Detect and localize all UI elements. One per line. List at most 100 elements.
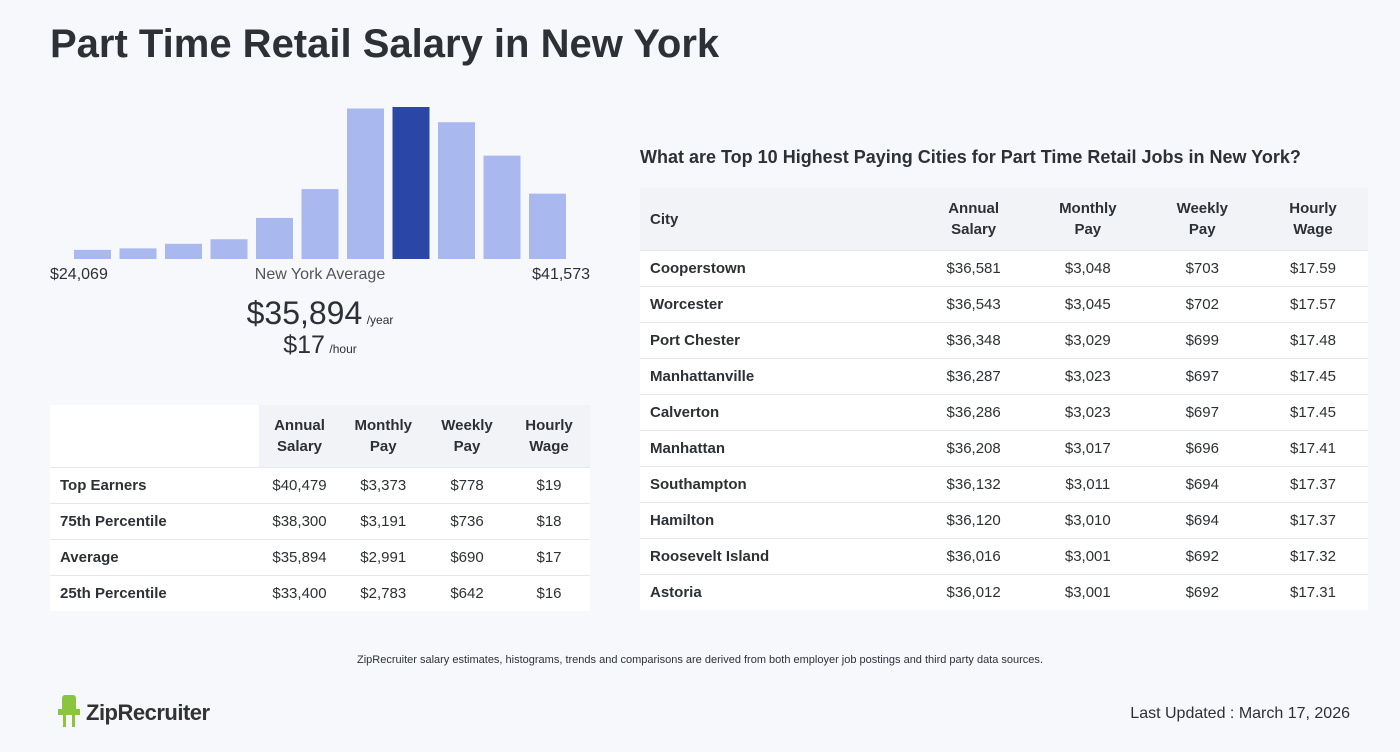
table-cell: $692 [1146, 538, 1258, 575]
table-row: Port Chester $36,348 $3,029 $699 $17.48 [640, 322, 1368, 359]
table-cell: $3,010 [1029, 502, 1147, 539]
table-cell: $36,348 [918, 322, 1030, 359]
histogram [74, 107, 566, 259]
table-cell: $17.41 [1258, 430, 1368, 467]
table-cell: Astoria [640, 574, 919, 610]
table-cell: $36,543 [918, 286, 1030, 323]
table-cell: $17.48 [1258, 322, 1368, 359]
table-cell: $697 [1146, 358, 1258, 395]
table-row: 75th Percentile $38,300 $3,191 $736 $18 [50, 503, 590, 540]
header-cell: Annual Salary [918, 188, 1030, 251]
table-row: 25th Percentile $33,400 $2,783 $642 $16 [50, 575, 590, 611]
header-row: City Annual Salary Monthly Pay Weekly Pay Ho… [640, 188, 1368, 251]
footer-note: ZipRecruiter salary estimates, histogram… [357, 654, 1043, 666]
cities-title: What are Top 10 Highest Paying Cities fo… [640, 147, 1301, 167]
center-label: New York Average [254, 266, 386, 283]
header-cell: Hourly Wage [508, 405, 590, 468]
table-cell: Manhattanville [640, 358, 919, 395]
table-cell: Manhattan [640, 430, 919, 467]
hourly-value: $17 [283, 331, 325, 359]
header-cell: Weekly Pay [1146, 188, 1258, 251]
header-row: Annual Salary Monthly Pay Weekly Pay Hourly… [50, 405, 590, 468]
header-cell: Weekly Pay [426, 405, 508, 468]
table-cell: $696 [1146, 430, 1258, 467]
table-row: Calverton $36,286 $3,023 $697 $17.45 [640, 394, 1368, 431]
table-cell: $692 [1146, 574, 1258, 610]
table-cell: $16 [508, 575, 590, 611]
table-cell: $17.57 [1258, 286, 1368, 323]
table-row: Manhattanville $36,287 $3,023 $697 $17.45 [640, 358, 1368, 395]
table-cell: $3,023 [1029, 358, 1147, 395]
table-cell: $697 [1146, 394, 1258, 431]
table-cell: $699 [1146, 322, 1258, 359]
table-cell: $3,017 [1029, 430, 1147, 467]
histogram-bar [165, 243, 202, 259]
page-title: Part Time Retail Salary in New York [50, 22, 720, 66]
table-cell: Calverton [640, 394, 919, 431]
table-cell: $17.59 [1258, 250, 1368, 287]
table-cell: $690 [426, 539, 508, 576]
table-cell: $17.45 [1258, 394, 1368, 431]
table-row: Worcester $36,543 $3,045 $702 $17.57 [640, 286, 1368, 323]
table-cell: $17.37 [1258, 502, 1368, 539]
table-cell: $17.45 [1258, 358, 1368, 395]
table-cell: $703 [1146, 250, 1258, 287]
table-cell: $3,001 [1029, 538, 1147, 575]
table-row: Manhattan $36,208 $3,017 $696 $17.41 [640, 430, 1368, 467]
table-row: Hamilton $36,120 $3,010 $694 $17.37 [640, 502, 1368, 539]
hourly-average: $17 /hour [0, 331, 640, 360]
logo-text: ZipRecruiter [86, 700, 210, 725]
table-cell: $33,400 [258, 575, 341, 611]
histogram-bar [74, 249, 111, 259]
histogram-bar [438, 122, 475, 259]
hourly-unit: /hour [329, 342, 357, 356]
histogram-bar [119, 248, 157, 259]
table-cell: $3,011 [1029, 466, 1147, 503]
table-cell: $17.37 [1258, 466, 1368, 503]
table-cell: Top Earners [50, 467, 259, 504]
table-cell: $3,029 [1029, 322, 1147, 359]
cities-table: City Annual Salary Monthly Pay Weekly Pay Ho… [640, 188, 1368, 610]
table-cell: $2,783 [340, 575, 426, 611]
annual-average: $35,894 /year [0, 295, 640, 332]
table-cell: $36,286 [918, 394, 1030, 431]
table-cell: $40,479 [258, 467, 341, 504]
table-cell: $35,894 [258, 539, 341, 576]
table-cell: 25th Percentile [50, 575, 259, 611]
table-row: Average $35,894 $2,991 $690 $17 [50, 539, 590, 576]
annual-unit: /year [366, 313, 394, 327]
table-cell: $17 [508, 539, 590, 576]
header-cell [50, 405, 259, 468]
table-cell: $3,023 [1029, 394, 1147, 431]
table-cell: 75th Percentile [50, 503, 259, 540]
table-cell: $3,001 [1029, 574, 1147, 610]
table-row: Top Earners $40,479 $3,373 $778 $19 [50, 467, 590, 504]
header-cell: Monthly Pay [340, 405, 426, 468]
header-cell: Hourly Wage [1258, 188, 1368, 251]
annual-value: $35,894 [246, 295, 363, 331]
table-cell: $3,191 [340, 503, 426, 540]
table-cell: Worcester [640, 286, 919, 323]
table-cell: Port Chester [640, 322, 919, 359]
table-cell: $3,373 [340, 467, 426, 504]
table-cell: $3,045 [1029, 286, 1147, 323]
histogram-bar [347, 108, 384, 259]
table-cell: $18 [508, 503, 590, 540]
table-cell: $3,048 [1029, 250, 1147, 287]
histogram-bar [392, 107, 430, 259]
table-cell: $36,012 [918, 574, 1030, 610]
table-cell: $642 [426, 575, 508, 611]
logo-icon [58, 695, 80, 727]
table-cell: Hamilton [640, 502, 919, 539]
table-cell: $702 [1146, 286, 1258, 323]
table-cell: $36,132 [918, 466, 1030, 503]
histogram-bar [256, 217, 293, 259]
table-cell: $36,120 [918, 502, 1030, 539]
header-cell: Monthly Pay [1029, 188, 1147, 251]
last-updated: Last Updated : March 17, 2026 [1130, 705, 1350, 722]
table-cell: $694 [1146, 502, 1258, 539]
header-cell: City [640, 188, 919, 251]
table-cell: $36,581 [918, 250, 1030, 287]
histogram-bar [529, 193, 566, 259]
table-row: Southampton $36,132 $3,011 $694 $17.37 [640, 466, 1368, 503]
